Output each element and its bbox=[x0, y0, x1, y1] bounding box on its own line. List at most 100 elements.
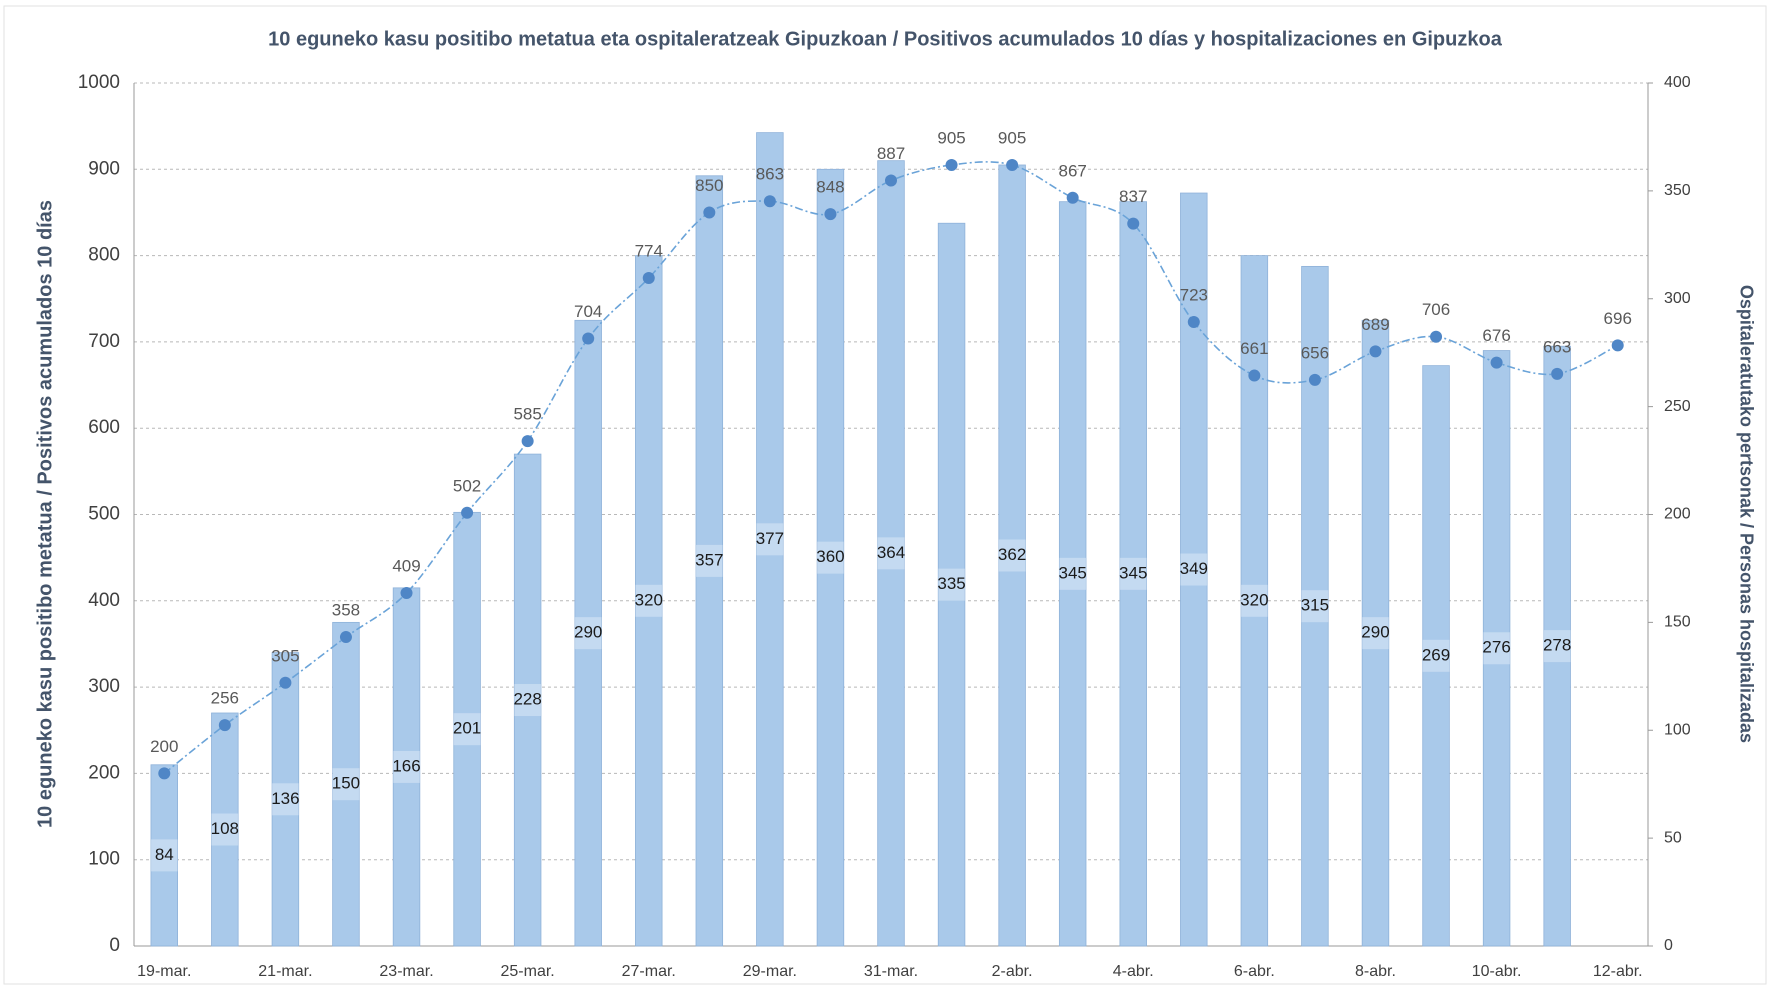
line-marker bbox=[1490, 356, 1503, 369]
chart-title: 10 eguneko kasu positibo metatua eta osp… bbox=[268, 28, 1503, 50]
y-axis-label: 10 eguneko kasu positibo metatua / Posit… bbox=[34, 200, 56, 828]
line-marker bbox=[703, 206, 716, 219]
x-tick-label: 8-abr. bbox=[1355, 963, 1396, 980]
bar-label-band bbox=[332, 768, 360, 801]
line-marker bbox=[339, 631, 352, 644]
x-tick-label: 12-abr. bbox=[1593, 963, 1643, 980]
line-value-label: 863 bbox=[756, 165, 784, 184]
line-value-label: 706 bbox=[1422, 300, 1450, 319]
line-marker bbox=[1006, 158, 1019, 171]
bar-value-label: 345 bbox=[1119, 563, 1147, 582]
x-tick-label: 27-mar. bbox=[622, 963, 676, 980]
bar-label-band bbox=[1241, 584, 1268, 617]
bar-value-label: 166 bbox=[392, 756, 420, 775]
bar-value-label: 345 bbox=[1058, 563, 1086, 582]
bar-label-band bbox=[1362, 617, 1389, 650]
bar-value-label: 377 bbox=[756, 529, 784, 548]
y-tick-label: 500 bbox=[88, 504, 120, 525]
bar-label-band bbox=[1180, 553, 1208, 586]
line-value-label: 867 bbox=[1058, 161, 1086, 180]
line-value-label: 723 bbox=[1180, 286, 1208, 305]
line-value-label: 305 bbox=[271, 646, 299, 665]
line-marker bbox=[945, 158, 958, 171]
x-tick-label: 6-abr. bbox=[1234, 963, 1275, 980]
y2-tick-label: 350 bbox=[1664, 182, 1691, 199]
bar-label-band bbox=[272, 783, 299, 816]
bar-label-band bbox=[453, 713, 481, 746]
line-value-label: 905 bbox=[937, 128, 965, 147]
y2-axis-label: Ospitaleratutako pertsonak / Personas ho… bbox=[1736, 285, 1756, 743]
bar-value-label: 269 bbox=[1422, 645, 1450, 664]
bar-label-band bbox=[877, 537, 905, 570]
line-value-label: 676 bbox=[1482, 326, 1510, 345]
bar-label-band bbox=[574, 617, 602, 650]
line-marker bbox=[582, 332, 595, 345]
line-marker bbox=[400, 587, 413, 600]
bar-value-label: 278 bbox=[1543, 636, 1571, 655]
line-value-label: 256 bbox=[211, 689, 239, 708]
y2-tick-label: 300 bbox=[1664, 290, 1691, 307]
bar-value-label: 364 bbox=[877, 543, 905, 562]
line-value-label: 663 bbox=[1543, 337, 1571, 356]
y2-tick-label: 400 bbox=[1664, 74, 1691, 91]
line-marker bbox=[1248, 369, 1261, 382]
y2-tick-label: 250 bbox=[1664, 398, 1691, 415]
line-value-label: 850 bbox=[695, 176, 723, 195]
y-tick-label: 400 bbox=[88, 590, 120, 611]
y-tick-label: 300 bbox=[88, 676, 120, 697]
line-marker bbox=[763, 195, 776, 208]
line-marker bbox=[642, 272, 655, 285]
x-tick-label: 23-mar. bbox=[379, 963, 433, 980]
bar-label-band bbox=[1483, 632, 1510, 665]
line-marker bbox=[1611, 339, 1624, 352]
line-value-label: 848 bbox=[816, 178, 844, 197]
bar-label-band bbox=[211, 813, 239, 846]
line-value-label: 200 bbox=[150, 737, 178, 756]
y-tick-label: 800 bbox=[88, 245, 120, 266]
line-marker bbox=[1308, 373, 1321, 386]
line-marker bbox=[1187, 316, 1200, 329]
line-value-label: 656 bbox=[1301, 343, 1329, 362]
y-tick-label: 600 bbox=[88, 417, 120, 438]
line-marker bbox=[885, 174, 897, 187]
line-value-label: 905 bbox=[998, 128, 1026, 147]
bar-label-band bbox=[998, 539, 1026, 572]
line-marker bbox=[1430, 330, 1443, 343]
bar-label-band bbox=[635, 584, 663, 617]
x-tick-label: 4-abr. bbox=[1113, 963, 1154, 980]
line-value-label: 409 bbox=[392, 557, 420, 576]
bar-value-label: 228 bbox=[513, 690, 541, 709]
y-tick-label: 100 bbox=[88, 849, 120, 870]
y2-tick-label: 0 bbox=[1664, 937, 1673, 954]
y-tick-label: 700 bbox=[88, 331, 120, 352]
x-tick-label: 29-mar. bbox=[743, 963, 797, 980]
bar-label-band bbox=[150, 839, 178, 872]
bar-value-label: 315 bbox=[1301, 596, 1329, 615]
x-tick-label: 21-mar. bbox=[258, 963, 312, 980]
bar-label-band bbox=[514, 684, 541, 717]
bar-value-label: 362 bbox=[998, 545, 1026, 564]
bar-value-label: 290 bbox=[1361, 623, 1389, 642]
bar-value-label: 136 bbox=[271, 789, 299, 808]
bar-label-band bbox=[756, 523, 784, 556]
line-value-label: 661 bbox=[1240, 339, 1268, 358]
bar-value-label: 276 bbox=[1482, 638, 1510, 657]
line-value-label: 774 bbox=[635, 242, 663, 261]
line bbox=[163, 161, 1619, 775]
line-value-label: 704 bbox=[574, 302, 602, 321]
bar-label-band bbox=[938, 568, 965, 601]
line-value-label: 837 bbox=[1119, 187, 1147, 206]
y-tick-label: 900 bbox=[88, 158, 120, 179]
y-tick-label: 0 bbox=[109, 935, 120, 956]
bar-label-band bbox=[393, 750, 420, 783]
line-value-label: 502 bbox=[453, 476, 481, 495]
bar-value-label: 108 bbox=[211, 819, 239, 838]
line-marker bbox=[824, 208, 837, 221]
line-marker bbox=[1369, 345, 1382, 358]
bar-label-band bbox=[1119, 557, 1147, 590]
line-marker bbox=[1066, 191, 1079, 204]
x-tick-label: 31-mar. bbox=[864, 963, 918, 980]
y-tick-label: 1000 bbox=[78, 72, 120, 93]
y2-tick-label: 150 bbox=[1664, 614, 1691, 631]
